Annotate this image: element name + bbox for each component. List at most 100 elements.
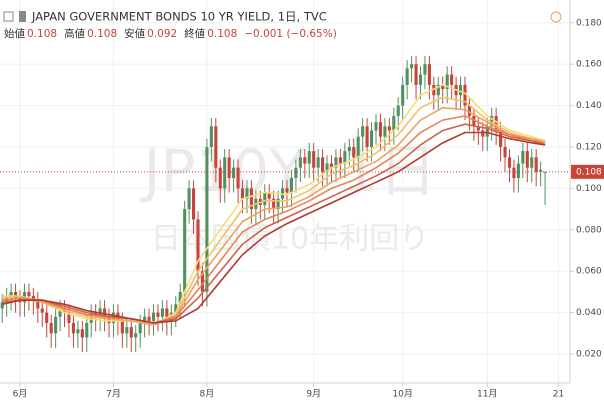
x-tick-label: 10月	[392, 389, 412, 400]
candle-body	[463, 84, 467, 106]
candle-body	[338, 157, 342, 164]
candle-body	[481, 130, 485, 137]
ribbon-line	[2, 96, 546, 326]
candle-body	[143, 316, 147, 323]
candle-body	[36, 300, 40, 309]
ribbon-line	[2, 131, 546, 324]
candle-body	[103, 308, 107, 317]
candle-body	[499, 130, 503, 147]
candle-body	[294, 167, 298, 179]
candle-body	[200, 271, 205, 292]
candle-body	[521, 151, 525, 164]
candle-body	[272, 198, 276, 210]
candle-body	[9, 291, 13, 297]
ohlc-label: 安値	[124, 27, 145, 40]
candle-body	[427, 64, 431, 85]
candle-body	[0, 302, 4, 309]
ohlc-value: 0.092	[147, 28, 177, 40]
candle-body	[160, 308, 164, 317]
candle-body	[539, 169, 543, 172]
candle-body	[67, 312, 71, 323]
candle-body	[40, 308, 44, 313]
y-tick-label: 0.040	[576, 308, 602, 318]
candle-body	[298, 157, 302, 168]
candle-body	[423, 64, 427, 75]
candle-body	[432, 84, 436, 96]
ohlc-label: 高値	[64, 27, 85, 40]
candle-body	[352, 146, 356, 158]
x-tick-label: 7月	[106, 389, 121, 400]
candle-body	[218, 167, 222, 189]
candle-body	[232, 167, 236, 179]
candle-body	[516, 163, 520, 179]
candle-body	[369, 130, 374, 147]
y-tick-label: 0.180	[576, 18, 602, 28]
candle-body	[307, 151, 311, 164]
price-label-box	[571, 164, 604, 179]
candle-body	[490, 115, 494, 127]
candle-body	[58, 308, 62, 317]
candle-body	[476, 126, 480, 131]
x-tick-label: 9月	[306, 389, 321, 400]
axes: 0.020 0.040 0.060 0.080 0.100 0.120 0.140 0.160…	[13, 18, 604, 400]
ohlc-label: 始値	[4, 27, 25, 40]
candle-body	[45, 312, 49, 323]
candle-body	[458, 84, 463, 96]
candle-body	[187, 188, 191, 210]
candle-body	[134, 333, 138, 338]
ribbon-line	[2, 115, 546, 324]
candle-body	[14, 291, 18, 299]
candle-body	[192, 188, 196, 220]
candle-body	[534, 157, 538, 172]
candle-body	[543, 171, 547, 173]
candle-body	[80, 329, 84, 338]
candle-body	[27, 291, 31, 297]
candle-body	[245, 188, 249, 199]
change-value: −0.001 (−0.65%)	[244, 28, 337, 40]
candle-body	[214, 126, 218, 168]
candle-body	[76, 329, 80, 334]
ohlc-value: 0.108	[207, 28, 237, 40]
candle-body	[347, 146, 351, 152]
candle-body	[205, 146, 209, 292]
y-tick-label: 0.060	[576, 267, 602, 277]
candle-body	[174, 304, 178, 313]
plot	[0, 55, 570, 352]
ribbon-line	[2, 123, 546, 324]
alert-icon[interactable]	[550, 11, 562, 23]
candle-body	[312, 151, 316, 168]
x-tick-label: 11月	[477, 389, 497, 400]
candle-body	[165, 308, 169, 321]
candle-body	[410, 64, 414, 69]
candle-body	[392, 115, 396, 131]
candle-body	[138, 322, 142, 334]
candle-body	[129, 327, 133, 338]
candle-body	[365, 126, 369, 147]
candle-body	[156, 312, 160, 317]
ribbon-line	[2, 84, 546, 326]
candle-body	[441, 84, 445, 90]
candle-body	[316, 157, 320, 168]
candle-body	[503, 146, 507, 158]
candle-body	[467, 105, 471, 116]
candle-body	[54, 316, 58, 334]
candle-body	[321, 157, 325, 172]
candle-body	[485, 126, 489, 137]
candle-body	[236, 167, 240, 189]
watermark-sub: 日本国債10年利回り	[151, 222, 429, 257]
candle-body	[85, 322, 89, 338]
y-tick-label: 0.120	[576, 142, 602, 152]
candle-body	[31, 296, 35, 301]
ohlc-header: 始値 0.108 高値 0.108 安値 0.092 終値 0.108 −0.001 (−0.6…	[4, 27, 337, 40]
candle-body	[525, 151, 529, 168]
y-tick-label: 0.100	[576, 184, 602, 194]
candle-body	[303, 157, 307, 164]
collapse-icon[interactable]	[3, 11, 14, 22]
candle-body	[512, 167, 516, 179]
candle-body	[120, 320, 124, 334]
candle-body	[494, 115, 498, 131]
candle-body	[472, 115, 476, 127]
